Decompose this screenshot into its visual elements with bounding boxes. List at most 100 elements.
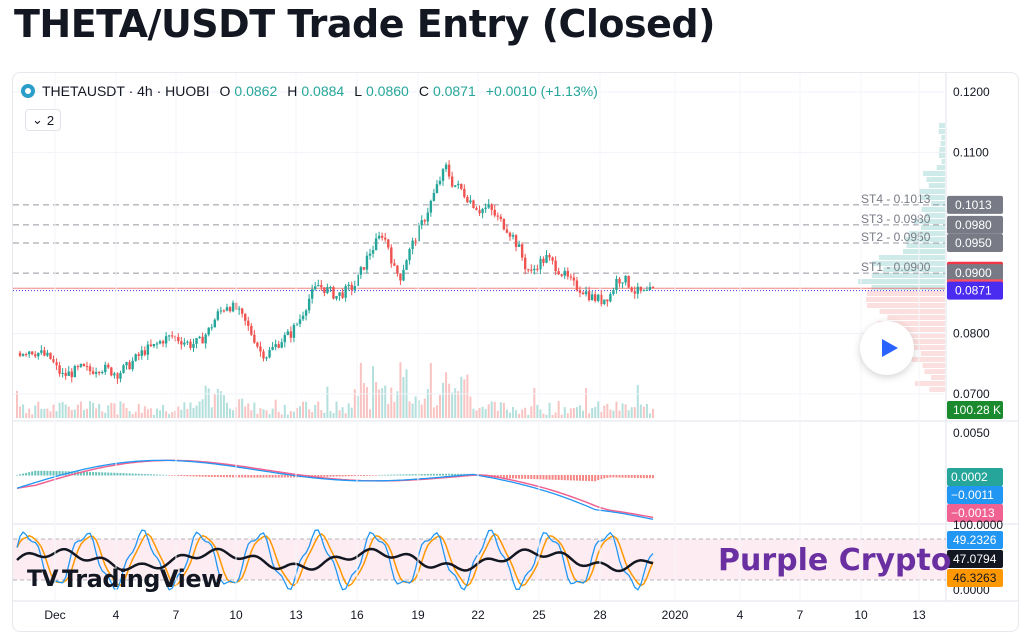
volume-bar (140, 412, 143, 418)
volume-profile-bar (920, 195, 945, 200)
macd-histogram-bar (557, 475, 560, 480)
volume-bar (502, 402, 505, 418)
macd-histogram-bar (146, 474, 149, 476)
macd-histogram-bar (189, 475, 192, 477)
symbol-label[interactable]: THETAUSDT · 4h · HUOBI (42, 83, 210, 99)
macd-histogram-bar (180, 475, 183, 476)
volume-bar (213, 394, 216, 418)
volume-profile-bar (931, 375, 945, 380)
candle-body (368, 253, 372, 256)
volume-bar (341, 407, 344, 418)
volume-bar (122, 403, 125, 418)
volume-bar (639, 404, 642, 418)
macd-histogram-bar (594, 475, 597, 482)
volume-profile-bar (904, 333, 945, 338)
volume-bar (314, 404, 317, 418)
time-tick-label: 25 (532, 608, 546, 622)
macd-badge-text: 0.0002 (951, 470, 988, 484)
macd-histogram-bar (527, 475, 530, 479)
macd-histogram-bar (612, 475, 615, 478)
macd-histogram-bar (289, 475, 292, 478)
macd-histogram-bar (372, 475, 375, 476)
tradingview-logo-icon: TV (27, 566, 59, 592)
candle-body (304, 310, 308, 316)
chart-card[interactable]: 0.1200 0.1100 0.0800 0.0700 ST4 - 0.1013 ST3 … (12, 72, 1019, 632)
candle-body (530, 269, 533, 271)
volume-profile-bar (938, 153, 945, 158)
volume-profile-bar (911, 357, 945, 362)
volume-bar (289, 411, 292, 418)
candle-body (371, 250, 375, 254)
macd-histogram-bar (378, 474, 381, 476)
volume-profile-bar (941, 135, 945, 140)
candle-body (158, 341, 162, 344)
candle-body (551, 257, 554, 261)
volume-bar (113, 403, 116, 418)
macd-histogram-bar (149, 474, 152, 476)
candle-body (310, 289, 314, 299)
macd-histogram-bar (280, 475, 283, 478)
volume-bar (107, 405, 110, 418)
volume-bar (34, 405, 37, 418)
volume-bar (299, 406, 302, 418)
macd-histogram-bar (104, 472, 107, 476)
candle-body (466, 196, 469, 203)
close-label: C (418, 83, 429, 99)
candle-body (514, 235, 518, 247)
volume-bar (606, 403, 609, 418)
volume-bar (338, 410, 341, 418)
macd-histogram-bar (268, 475, 271, 478)
macd-badge-bg (947, 468, 1003, 486)
macd-histogram-bar (615, 475, 618, 478)
candle-body (353, 285, 356, 290)
candle-body (502, 218, 506, 230)
candle-body (380, 235, 384, 238)
candle-body (408, 249, 411, 261)
macd-histogram-bar (16, 475, 18, 476)
macd-histogram-bar (262, 475, 265, 478)
candle-body (295, 323, 299, 325)
time-tick-label: Dec (44, 608, 65, 622)
price-badge: 0.1013 (947, 195, 1003, 214)
macd-badge-text: −0.0013 (951, 506, 995, 520)
volume-bar (22, 404, 25, 418)
macd-histogram-bar (569, 475, 572, 481)
indicator-collapse-button[interactable]: ⌄ 2 (25, 109, 62, 131)
time-tick-label: 28 (593, 608, 607, 622)
candle-body (554, 260, 557, 272)
macd-histogram-bar (618, 475, 621, 478)
chart-canvas[interactable]: 0.1200 0.1100 0.0800 0.0700 ST4 - 0.1013 ST3 … (13, 73, 1018, 631)
volume-bar (46, 408, 49, 418)
volume-bar (432, 407, 435, 418)
volume-bar (271, 408, 274, 418)
play-button[interactable] (860, 321, 914, 375)
macd-histogram-bar (566, 475, 569, 481)
volume-bar (365, 387, 368, 418)
stoch-badge: 49.2326 (947, 531, 1003, 549)
macd-badge: −0.0013 (947, 504, 1003, 522)
volume-bar (624, 404, 627, 418)
macd-histogram-bar (603, 475, 606, 479)
volume-profile-bar (883, 267, 945, 272)
candle-body (268, 349, 271, 358)
volume-bar (207, 388, 210, 418)
volume-bar (250, 410, 253, 418)
candle-body (256, 342, 259, 347)
candle-body (198, 336, 201, 339)
macd-histogram-bar (250, 475, 253, 478)
candle-body (587, 291, 591, 301)
candle-body (119, 372, 122, 379)
macd-histogram-bar (22, 473, 25, 476)
volume-bar (262, 409, 265, 418)
candle-body (286, 331, 290, 335)
rsi-line (16, 547, 654, 573)
macd-histogram-bar (435, 473, 438, 476)
candle-body (341, 292, 344, 298)
volume-bar (481, 406, 484, 418)
target-level-label: ST1 - 0.0900 (861, 260, 931, 274)
volume-bar (247, 403, 250, 418)
candle-body (600, 294, 603, 305)
volume-bar (186, 409, 189, 418)
candle-body (484, 207, 487, 209)
time-tick-label: 22 (471, 608, 485, 622)
